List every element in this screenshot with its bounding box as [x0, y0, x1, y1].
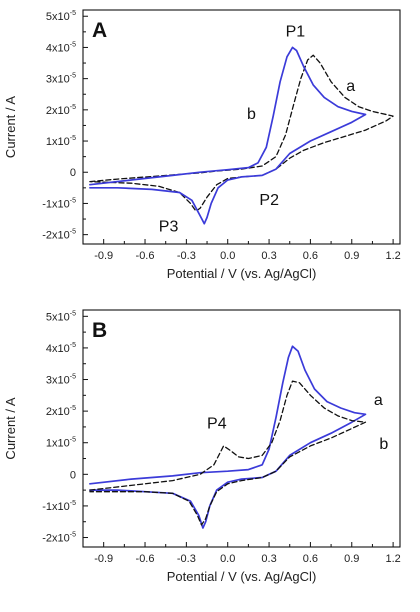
- y-tick-label: 0: [70, 167, 76, 179]
- x-tick-label: -0.9: [94, 250, 113, 262]
- x-tick-label: -0.3: [177, 250, 196, 262]
- y-tick-base: -1x10: [42, 501, 70, 513]
- y-tick-exponent: -5: [70, 500, 76, 507]
- plot-frame: [82, 309, 401, 548]
- y-tick-base: 3x10: [46, 74, 70, 86]
- y-tick-label: 3x10-5: [46, 73, 76, 86]
- y-tick-label: -1x10-5: [42, 197, 76, 210]
- y-tick-label: 5x10-5: [46, 310, 76, 323]
- x-tick-label: 0.9: [344, 553, 359, 565]
- y-tick-base: 1x10: [46, 136, 70, 148]
- y-tick-base: 4x10: [46, 343, 70, 355]
- y-tick-exponent: -5: [70, 342, 76, 349]
- y-tick-label: 2x10-5: [46, 104, 76, 117]
- plot-frame: [82, 9, 401, 245]
- y-tick-label: 1x10-5: [46, 135, 76, 148]
- y-tick-label: -1x10-5: [42, 500, 76, 513]
- y-tick-exponent: -5: [70, 135, 76, 142]
- annotation-p2: P2: [259, 192, 279, 209]
- annotation-p1: P1: [286, 24, 306, 41]
- y-axis-title: Current / A: [3, 397, 18, 459]
- x-tick-label: -0.3: [177, 553, 196, 565]
- chart-panel-b: -0.9 -0.6 -0.3 0.0 0.3 0.6 0.9 1.25x10-54x10-53…: [3, 309, 401, 584]
- y-tick-exponent: -5: [70, 104, 76, 111]
- series-a-line: [89, 54, 394, 212]
- x-tick-label: 1.2: [385, 553, 400, 565]
- y-tick-base: 3x10: [46, 375, 70, 387]
- y-tick-base: 0: [70, 469, 76, 481]
- y-tick-base: 2x10: [46, 105, 70, 117]
- annotation-p3: P3: [159, 219, 179, 236]
- y-tick-base: -2x10: [42, 230, 70, 242]
- series-b-line: [89, 46, 367, 225]
- y-tick-base: 1x10: [46, 438, 70, 450]
- y-tick-exponent: -5: [70, 73, 76, 80]
- y-tick-base: -1x10: [42, 198, 70, 210]
- y-tick-exponent: -5: [70, 197, 76, 204]
- y-tick-label: 2x10-5: [46, 405, 76, 418]
- y-tick-exponent: -5: [70, 229, 76, 236]
- y-tick-label: -2x10-5: [42, 532, 76, 545]
- x-tick-label: 0.3: [261, 250, 276, 262]
- x-tick-label: 0.6: [303, 553, 318, 565]
- x-tick-label: -0.6: [136, 553, 155, 565]
- y-tick-base: 5x10: [46, 11, 70, 23]
- y-tick-exponent: -5: [70, 405, 76, 412]
- y-tick-label: 4x10-5: [46, 41, 76, 54]
- y-tick-exponent: -5: [70, 41, 76, 48]
- annotation-b: b: [379, 436, 388, 453]
- y-tick-label: 0: [70, 469, 76, 481]
- x-tick-label: -0.9: [94, 553, 113, 565]
- y-tick-label: 5x10-5: [46, 10, 76, 23]
- annotation-a: a: [374, 392, 383, 409]
- annotation-p4: P4: [207, 416, 227, 433]
- x-tick-label: 0.9: [344, 250, 359, 262]
- annotation-b: b: [247, 106, 256, 123]
- y-axis-title: Current / A: [3, 96, 18, 158]
- y-tick-label: 1x10-5: [46, 437, 76, 450]
- x-axis-title: Potential / V (vs. Ag/AgCl): [167, 266, 317, 281]
- y-tick-label: -2x10-5: [42, 229, 76, 242]
- y-tick-base: -2x10: [42, 533, 70, 545]
- x-tick-label: 1.2: [385, 250, 400, 262]
- x-tick-label: 0.0: [220, 250, 235, 262]
- y-tick-label: 4x10-5: [46, 342, 76, 355]
- y-tick-exponent: -5: [70, 437, 76, 444]
- annotation-a: a: [346, 78, 355, 95]
- y-tick-exponent: -5: [70, 374, 76, 381]
- y-tick-exponent: -5: [70, 532, 76, 539]
- panel-label: B: [92, 319, 107, 342]
- y-tick-label: 3x10-5: [46, 374, 76, 387]
- y-tick-base: 2x10: [46, 406, 70, 418]
- x-tick-label: 0.0: [220, 553, 235, 565]
- x-tick-label: -0.6: [136, 250, 155, 262]
- chart-panel-a: -0.9 -0.6 -0.3 0.0 0.3 0.6 0.9 1.25x10-54x10-53…: [3, 9, 401, 281]
- y-tick-exponent: -5: [70, 10, 76, 17]
- series-a-line: [89, 345, 367, 529]
- x-tick-label: 0.6: [303, 250, 318, 262]
- y-tick-base: 0: [70, 167, 76, 179]
- y-tick-exponent: -5: [70, 310, 76, 317]
- y-tick-base: 5x10: [46, 311, 70, 323]
- panel-label: A: [92, 19, 107, 42]
- y-tick-base: 4x10: [46, 42, 70, 54]
- x-axis-title: Potential / V (vs. Ag/AgCl): [167, 569, 317, 584]
- x-tick-label: 0.3: [261, 553, 276, 565]
- series-b-line: [89, 380, 367, 526]
